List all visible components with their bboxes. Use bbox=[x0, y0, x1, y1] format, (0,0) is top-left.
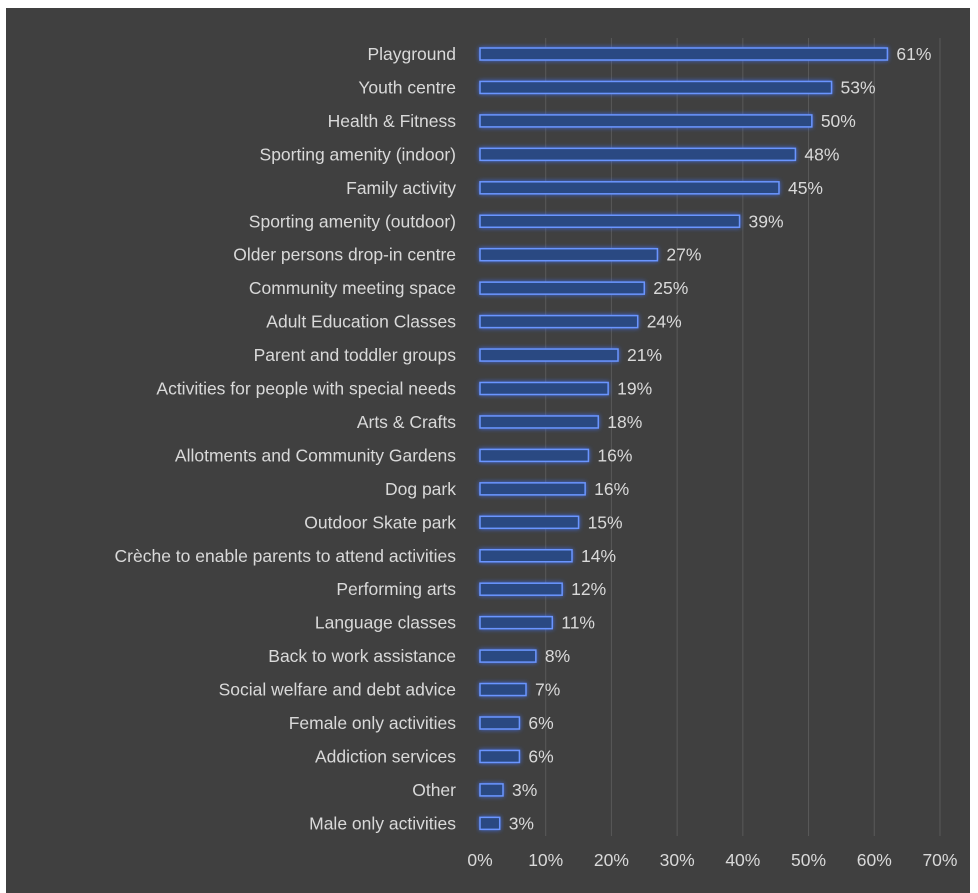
category-label: Sporting amenity (indoor) bbox=[260, 144, 456, 164]
data-label: 3% bbox=[509, 813, 534, 833]
data-label: 21% bbox=[627, 345, 662, 365]
data-label: 12% bbox=[571, 579, 606, 599]
bar bbox=[479, 415, 600, 429]
x-tick-label: 50% bbox=[791, 850, 826, 870]
bar bbox=[479, 214, 741, 228]
category-label: Other bbox=[412, 780, 456, 800]
bar bbox=[479, 147, 797, 162]
category-label: Social welfare and debt advice bbox=[219, 680, 456, 700]
data-label: 25% bbox=[653, 278, 688, 298]
bar bbox=[479, 515, 580, 530]
bar bbox=[479, 247, 659, 262]
data-label: 6% bbox=[528, 746, 553, 766]
bars bbox=[479, 47, 889, 831]
data-label: 15% bbox=[588, 512, 623, 532]
category-label: Community meeting space bbox=[249, 278, 456, 298]
category-label: Dog park bbox=[385, 479, 456, 499]
bar bbox=[479, 682, 527, 697]
x-tick-label: 30% bbox=[660, 850, 695, 870]
category-label: Family activity bbox=[346, 178, 456, 198]
category-labels: Playground Youth centre Health & Fitness Sp… bbox=[115, 44, 457, 833]
category-label: Female only activities bbox=[289, 713, 457, 733]
bar bbox=[479, 80, 833, 95]
x-tick-label: 40% bbox=[725, 850, 760, 870]
bar bbox=[479, 816, 501, 831]
bar bbox=[479, 314, 639, 329]
category-label: Crèche to enable parents to attend activ… bbox=[115, 546, 457, 566]
category-label: Parent and toddler groups bbox=[254, 345, 457, 365]
bar bbox=[479, 348, 619, 362]
bar bbox=[479, 381, 609, 396]
bar bbox=[479, 649, 537, 663]
category-label: Male only activities bbox=[309, 813, 456, 833]
bar bbox=[479, 749, 521, 764]
category-label: Language classes bbox=[315, 613, 456, 633]
data-label: 8% bbox=[545, 646, 570, 666]
data-label: 39% bbox=[749, 211, 784, 231]
category-label: Activities for people with special needs bbox=[156, 379, 456, 399]
category-label: Adult Education Classes bbox=[266, 312, 456, 332]
bar bbox=[479, 783, 504, 797]
data-label: 11% bbox=[561, 613, 595, 633]
bar bbox=[479, 716, 521, 730]
data-label: 16% bbox=[597, 445, 632, 465]
category-label: Older persons drop-in centre bbox=[233, 245, 456, 265]
bar-chart: Playground Youth centre Health & Fitness Sp… bbox=[115, 38, 957, 870]
bar bbox=[479, 549, 573, 563]
category-label: Performing arts bbox=[336, 579, 456, 599]
data-label: 24% bbox=[647, 312, 682, 332]
category-label: Health & Fitness bbox=[328, 111, 457, 131]
bar bbox=[479, 448, 590, 463]
chart-area: Playground Youth centre Health & Fitness Sp… bbox=[6, 8, 970, 893]
x-tick-label: 0% bbox=[467, 850, 492, 870]
bar bbox=[479, 582, 563, 596]
bar bbox=[479, 114, 813, 128]
category-label: Arts & Crafts bbox=[357, 412, 456, 432]
x-tick-label: 60% bbox=[857, 850, 892, 870]
data-label: 53% bbox=[841, 77, 876, 97]
x-axis-ticks: 0% 10% 20% 30% 40% 50% 60% 70% bbox=[467, 850, 957, 870]
data-label: 3% bbox=[512, 780, 537, 800]
data-label: 50% bbox=[821, 111, 856, 131]
data-label: 19% bbox=[617, 379, 652, 399]
category-label: Playground bbox=[367, 44, 456, 64]
data-label: 14% bbox=[581, 546, 616, 566]
value-labels: 61% 53% 50% 48% 45%39% 27% 25% 24% 21% 19% 18% 16% 1… bbox=[509, 44, 932, 833]
bar bbox=[479, 281, 646, 295]
category-label: Outdoor Skate park bbox=[304, 512, 456, 532]
data-label: 48% bbox=[804, 144, 839, 164]
data-label: 18% bbox=[607, 412, 642, 432]
category-label: Sporting amenity (outdoor) bbox=[249, 211, 456, 231]
data-label: 61% bbox=[896, 44, 931, 64]
bar bbox=[479, 615, 554, 630]
category-label: Youth centre bbox=[358, 77, 456, 97]
x-tick-label: 20% bbox=[594, 850, 629, 870]
category-label: Addiction services bbox=[315, 746, 456, 766]
data-label: 45% bbox=[788, 178, 823, 198]
bar bbox=[479, 482, 586, 496]
data-label: 6% bbox=[528, 713, 553, 733]
category-label: Back to work assistance bbox=[268, 646, 456, 666]
data-label: 7% bbox=[535, 680, 560, 700]
bar bbox=[479, 181, 780, 195]
data-label: 27% bbox=[666, 245, 701, 265]
category-label: Allotments and Community Gardens bbox=[175, 445, 456, 465]
gridlines bbox=[545, 38, 941, 836]
x-tick-label: 10% bbox=[528, 850, 563, 870]
data-label: 16% bbox=[594, 479, 629, 499]
bar bbox=[479, 47, 889, 61]
x-tick-label: 70% bbox=[922, 850, 957, 870]
